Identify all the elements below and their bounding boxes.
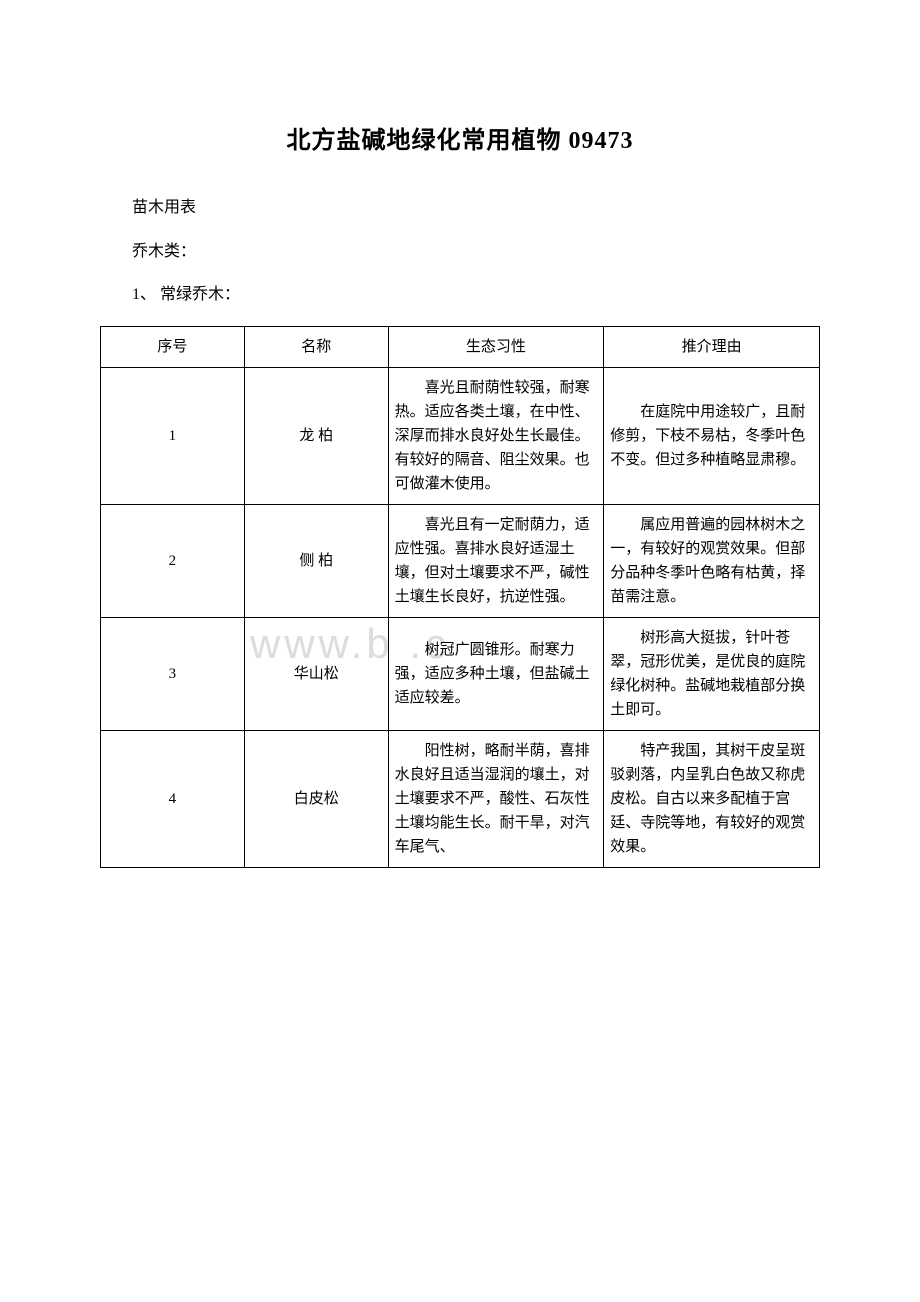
plant-table: 序号 名称 生态习性 推介理由 1 龙 柏 喜光且耐荫性较强，耐寒热。适应各类土… bbox=[100, 326, 820, 868]
cell-no: 1 bbox=[101, 367, 245, 504]
cell-name: 华山松 bbox=[244, 617, 388, 730]
cell-name: 龙 柏 bbox=[244, 367, 388, 504]
header-reason: 推介理由 bbox=[604, 326, 820, 367]
intro-line-2: 乔木类： bbox=[100, 239, 820, 265]
table-row: 4 白皮松 阳性树，略耐半荫，喜排水良好且适当湿润的壤土，对土壤要求不严，酸性、… bbox=[101, 730, 820, 867]
header-name: 名称 bbox=[244, 326, 388, 367]
table-row: 2 侧 柏 喜光且有一定耐荫力，适应性强。喜排水良好适湿土壤，但对土壤要求不严，… bbox=[101, 504, 820, 617]
cell-habit: 阳性树，略耐半荫，喜排水良好且适当湿润的壤土，对土壤要求不严，酸性、石灰性土壤均… bbox=[388, 730, 604, 867]
cell-reason: 在庭院中用途较广，且耐修剪，下枝不易枯，冬季叶色不变。但过多种植略显肃穆。 bbox=[604, 367, 820, 504]
table-row: 3 华山松 树冠广圆锥形。耐寒力强，适应多种土壤，但盐碱土适应较差。 树形高大挺… bbox=[101, 617, 820, 730]
table-row: 1 龙 柏 喜光且耐荫性较强，耐寒热。适应各类土壤，在中性、深厚而排水良好处生长… bbox=[101, 367, 820, 504]
cell-habit: 树冠广圆锥形。耐寒力强，适应多种土壤，但盐碱土适应较差。 bbox=[388, 617, 604, 730]
cell-habit: 喜光且有一定耐荫力，适应性强。喜排水良好适湿土壤，但对土壤要求不严，碱性土壤生长… bbox=[388, 504, 604, 617]
intro-line-1: 苗木用表 bbox=[100, 195, 820, 221]
intro-line-3: 1、 常绿乔木： bbox=[100, 282, 820, 308]
document-content: 北方盐碱地绿化常用植物 09473 苗木用表 乔木类： 1、 常绿乔木： 序号 … bbox=[100, 120, 820, 868]
cell-name: 白皮松 bbox=[244, 730, 388, 867]
cell-reason: 树形高大挺拔，针叶苍翠，冠形优美，是优良的庭院绿化树种。盐碱地栽植部分换土即可。 bbox=[604, 617, 820, 730]
page-title: 北方盐碱地绿化常用植物 09473 bbox=[100, 120, 820, 155]
cell-no: 3 bbox=[101, 617, 245, 730]
cell-reason: 特产我国，其树干皮呈斑驳剥落，内呈乳白色故又称虎皮松。自古以来多配植于宫廷、寺院… bbox=[604, 730, 820, 867]
cell-name: 侧 柏 bbox=[244, 504, 388, 617]
cell-no: 4 bbox=[101, 730, 245, 867]
header-no: 序号 bbox=[101, 326, 245, 367]
table-header-row: 序号 名称 生态习性 推介理由 bbox=[101, 326, 820, 367]
header-habit: 生态习性 bbox=[388, 326, 604, 367]
cell-habit: 喜光且耐荫性较强，耐寒热。适应各类土壤，在中性、深厚而排水良好处生长最佳。有较好… bbox=[388, 367, 604, 504]
cell-reason: 属应用普遍的园林树木之一，有较好的观赏效果。但部分品种冬季叶色略有枯黄，择苗需注… bbox=[604, 504, 820, 617]
cell-no: 2 bbox=[101, 504, 245, 617]
